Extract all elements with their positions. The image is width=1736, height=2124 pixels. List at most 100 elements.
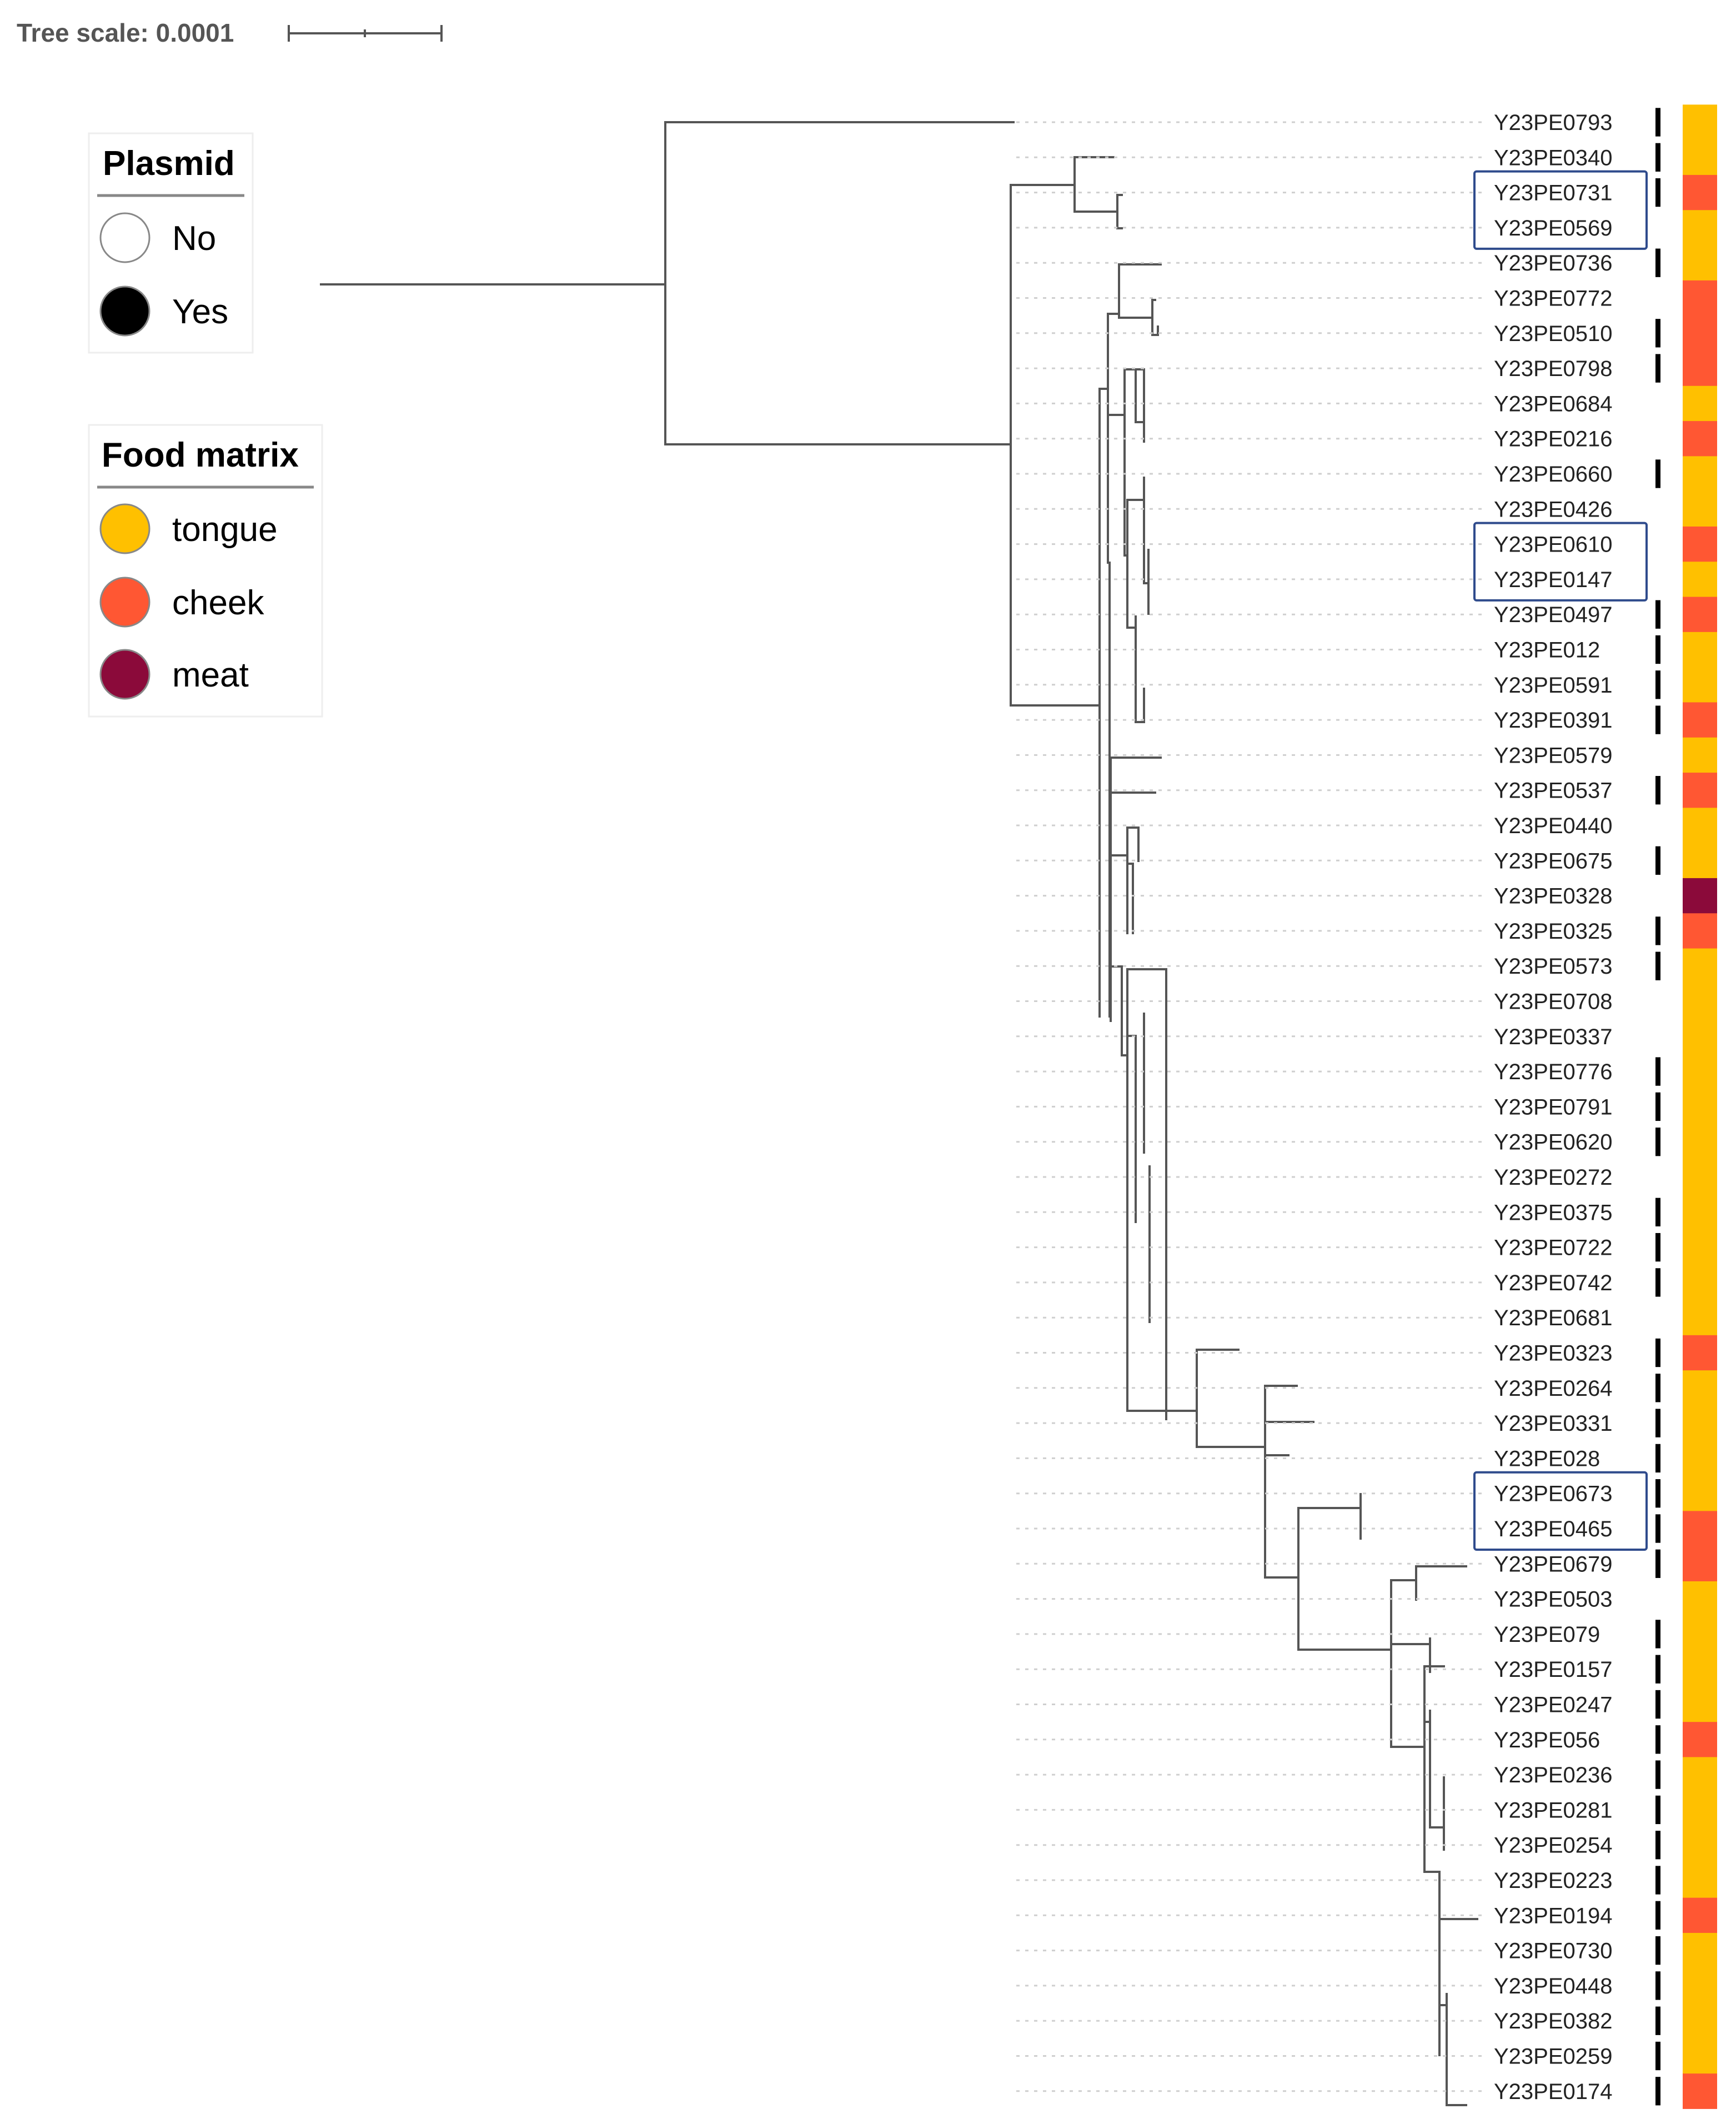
- leaf-label: Y23PE0573: [1494, 954, 1613, 979]
- plasmid-marker: [1655, 705, 1660, 734]
- plasmid-marker: [1655, 1866, 1660, 1895]
- plasmid-marker: [1655, 108, 1660, 137]
- food-matrix-cell: [1683, 491, 1717, 527]
- food-matrix-cell: [1683, 667, 1717, 703]
- plasmid-marker: [1655, 1479, 1660, 1508]
- leaf-label: Y23PE0281: [1494, 1798, 1613, 1822]
- food-matrix-cell: [1683, 1757, 1717, 1793]
- leaf-label: Y23PE0731: [1494, 181, 1613, 206]
- leaf-label: Y23PE0684: [1494, 392, 1613, 416]
- tree-scale-bar: [288, 25, 443, 42]
- leaf-label: Y23PE0337: [1494, 1025, 1613, 1049]
- leaf-label: Y23PE0157: [1494, 1657, 1613, 1682]
- leaf-label: Y23PE0675: [1494, 849, 1613, 873]
- food-matrix-cell: [1683, 808, 1717, 844]
- leaf-label: Y23PE0569: [1494, 216, 1613, 241]
- leaf-label: Y23PE0772: [1494, 287, 1613, 311]
- legend-plasmid-no-swatch: [99, 212, 150, 263]
- leaf-label: Y23PE0503: [1494, 1587, 1613, 1612]
- legend-food-title: Food matrix: [102, 436, 299, 474]
- legend-food-matrix: Food matrix tongue cheek meat: [88, 424, 323, 718]
- plasmid-marker: [1655, 354, 1660, 383]
- food-matrix-cell: [1683, 174, 1717, 211]
- leaf-label: Y23PE0610: [1494, 533, 1613, 557]
- food-matrix-cell: [1683, 456, 1717, 492]
- highlight-box: [1473, 1471, 1648, 1551]
- plasmid-marker: [1655, 951, 1660, 980]
- food-matrix-cell: [1683, 1792, 1717, 1828]
- food-matrix-cell: [1683, 210, 1717, 246]
- tree-branches: [320, 121, 1478, 2106]
- food-matrix-cell: [1683, 1476, 1717, 1511]
- leaf-label: Y23PE0236: [1494, 1763, 1613, 1787]
- legend-plasmid-yes-swatch: [99, 285, 150, 337]
- leaf-label: Y23PE0264: [1494, 1376, 1613, 1401]
- leaf-label: Y23PE0736: [1494, 251, 1613, 275]
- leaf-label: Y23PE0537: [1494, 779, 1613, 803]
- food-matrix-cell: [1683, 1335, 1717, 1371]
- plasmid-marker: [1655, 2006, 1660, 2035]
- food-matrix-cell: [1683, 1265, 1717, 1301]
- leaf-label: Y23PE0679: [1494, 1552, 1613, 1576]
- leaf-label: Y23PE0194: [1494, 1903, 1613, 1928]
- food-matrix-cell: [1683, 1722, 1717, 1757]
- plasmid-marker: [1655, 1549, 1660, 1578]
- food-matrix-cell: [1683, 1405, 1717, 1441]
- plasmid-marker: [1655, 846, 1660, 875]
- food-matrix-cell: [1683, 983, 1717, 1019]
- leaf-label: Y23PE0742: [1494, 1271, 1613, 1295]
- leaf-label: Y23PE0331: [1494, 1411, 1613, 1436]
- plasmid-marker: [1655, 776, 1660, 805]
- leaf-label: Y23PE0660: [1494, 462, 1613, 487]
- plasmid-marker: [1655, 143, 1660, 172]
- food-matrix-cell: [1683, 562, 1717, 598]
- food-matrix-cell: [1683, 1300, 1717, 1336]
- plasmid-marker: [1655, 1690, 1660, 1719]
- leaf-label: Y23PE0673: [1494, 1482, 1613, 1506]
- leaf-label: Y23PE0681: [1494, 1306, 1613, 1330]
- plasmid-marker: [1655, 1831, 1660, 1860]
- leaf-label: Y23PE0798: [1494, 357, 1613, 381]
- food-matrix-cell: [1683, 421, 1717, 457]
- plasmid-marker: [1655, 600, 1660, 629]
- food-matrix-cell: [1683, 1229, 1717, 1265]
- plasmid-marker: [1655, 1725, 1660, 1754]
- legend-plasmid-yes-label: Yes: [172, 293, 228, 331]
- food-matrix-cell: [1683, 843, 1717, 879]
- plasmid-marker: [1655, 1620, 1660, 1649]
- food-matrix-cell: [1683, 1932, 1717, 1968]
- plasmid-marker: [1655, 459, 1660, 488]
- plasmid-column: [1655, 108, 1660, 2106]
- legend-food-tongue-label: tongue: [172, 510, 278, 549]
- food-matrix-cell: [1683, 1968, 1717, 2004]
- plasmid-marker: [1655, 1971, 1660, 2000]
- plasmid-marker: [1655, 1198, 1660, 1226]
- plasmid-marker: [1655, 1128, 1660, 1156]
- food-matrix-cell: [1683, 1054, 1717, 1090]
- plasmid-marker: [1655, 1795, 1660, 1825]
- plasmid-marker: [1655, 1233, 1660, 1262]
- legend-plasmid-title: Plasmid: [103, 144, 235, 183]
- plasmid-marker: [1655, 670, 1660, 699]
- leaf-label: Y23PE0426: [1494, 497, 1613, 522]
- plasmid-marker: [1655, 916, 1660, 945]
- tree-scale-label: Tree scale: 0.0001: [17, 18, 234, 47]
- food-matrix-cell: [1683, 1616, 1717, 1652]
- leaf-label: Y23PE0620: [1494, 1130, 1613, 1155]
- legend-plasmid: Plasmid No Yes: [88, 132, 254, 354]
- food-matrix-cell: [1683, 526, 1717, 562]
- food-matrix-cell: [1683, 737, 1717, 773]
- food-matrix-cell: [1683, 1370, 1717, 1406]
- food-matrix-cell: [1683, 385, 1717, 422]
- plasmid-marker: [1655, 1444, 1660, 1473]
- food-matrix-cell: [1683, 1124, 1717, 1160]
- leaf-label: Y23PE0465: [1494, 1517, 1613, 1541]
- leaf-label: Y23PE0325: [1494, 919, 1613, 944]
- leaf-label: Y23PE0223: [1494, 1868, 1613, 1893]
- food-matrix-cell: [1683, 1511, 1717, 1547]
- plasmid-marker: [1655, 1514, 1660, 1543]
- food-matrix-cell: [1683, 1440, 1717, 1476]
- food-matrix-cell: [1683, 1194, 1717, 1230]
- food-matrix-cell: [1683, 702, 1717, 738]
